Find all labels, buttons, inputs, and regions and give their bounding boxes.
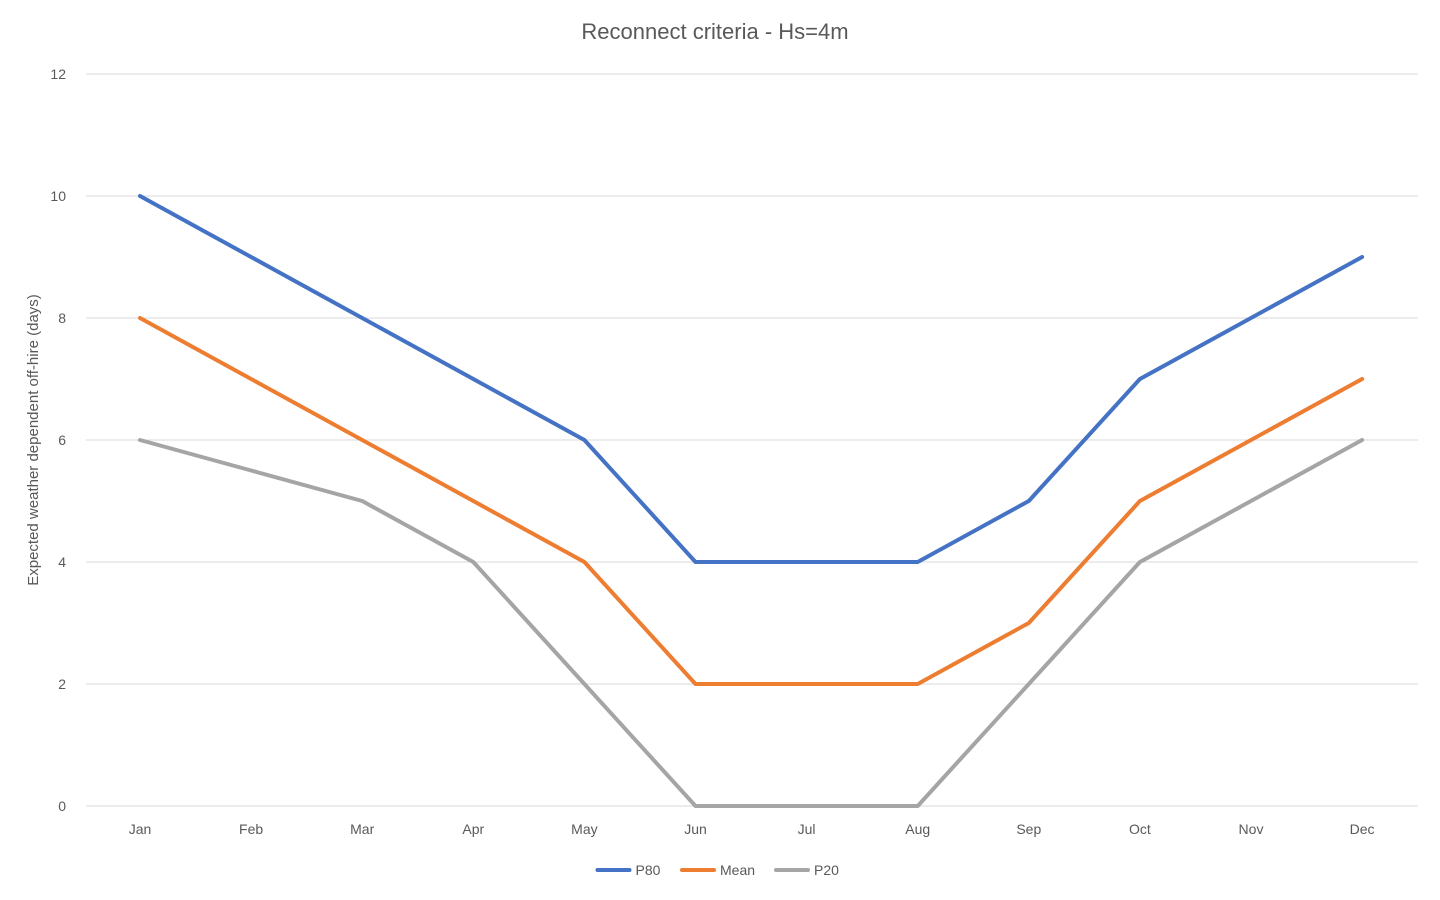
- y-tick-label: 6: [58, 432, 66, 448]
- x-tick-label: Mar: [350, 821, 374, 837]
- x-tick-label: Feb: [239, 821, 263, 837]
- y-tick-label: 2: [58, 676, 66, 692]
- y-tick-label: 12: [50, 66, 66, 82]
- series-lines: [138, 194, 1365, 808]
- x-tick-label: Nov: [1239, 821, 1264, 837]
- gridlines: [86, 73, 1418, 807]
- x-tick-label: Jul: [798, 821, 816, 837]
- y-axis-ticks: 0 2 4 6 8 10 12: [50, 66, 66, 814]
- series-line-mean: [138, 316, 1365, 686]
- x-tick-label: May: [571, 821, 597, 837]
- x-tick-label: Jun: [684, 821, 707, 837]
- y-tick-label: 0: [58, 798, 66, 814]
- x-tick-label: Sep: [1016, 821, 1041, 837]
- series-line-p20: [138, 438, 1365, 808]
- y-tick-label: 10: [50, 188, 66, 204]
- legend-label: P20: [814, 862, 839, 878]
- x-tick-label: Oct: [1129, 821, 1151, 837]
- x-axis-ticks: Jan Feb Mar Apr May Jun Jul Aug Sep Oct Nov Dec: [129, 821, 1375, 837]
- x-tick-label: Apr: [462, 821, 484, 837]
- series-line-p80: [138, 194, 1365, 564]
- legend-label: P80: [636, 862, 661, 878]
- y-axis-title: Expected weather dependent off-hire (day…: [25, 294, 42, 586]
- legend-label: Mean: [720, 862, 755, 878]
- chart-title: Reconnect criteria - Hs=4m: [581, 19, 848, 44]
- x-tick-label: Aug: [905, 821, 930, 837]
- y-tick-label: 4: [58, 554, 66, 570]
- y-tick-label: 8: [58, 310, 66, 326]
- x-tick-label: Jan: [129, 821, 152, 837]
- x-tick-label: Dec: [1350, 821, 1375, 837]
- legend: P80 Mean P20: [595, 862, 839, 878]
